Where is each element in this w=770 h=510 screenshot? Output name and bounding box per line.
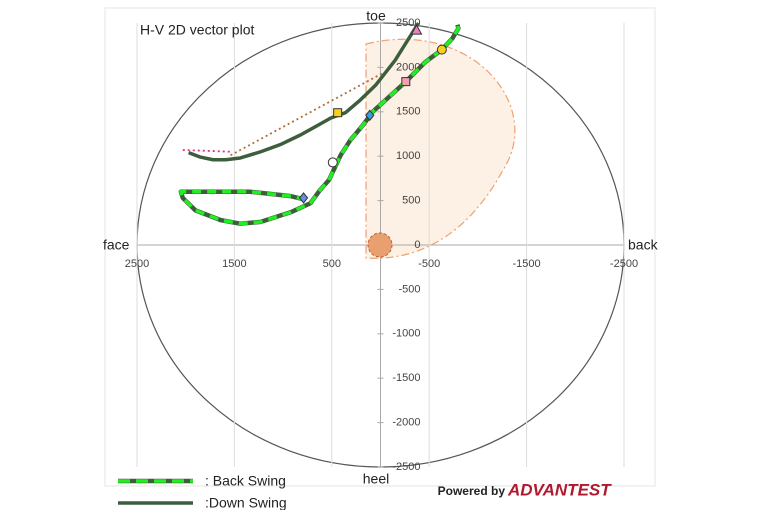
chart-title: H-V 2D vector plot [140, 22, 254, 38]
marker [327, 157, 338, 168]
grid: 2500 1500 500 -500 -1500 -2500250020001500100… [125, 17, 638, 473]
x-tick-label: -1500 [513, 258, 541, 270]
guide-line [230, 71, 384, 157]
x-tick-label: 2500 [125, 258, 149, 270]
heel-label: heel [363, 471, 389, 487]
y-tick-label: -2000 [392, 417, 420, 429]
marker [436, 44, 447, 55]
back-swing-line [179, 24, 461, 226]
x-tick-label: 1500 [222, 258, 246, 270]
x-tick-label: -500 [418, 258, 440, 270]
y-tick-label: -1500 [392, 372, 420, 384]
marker [365, 109, 375, 122]
address-zone [367, 232, 393, 258]
target-zone [365, 38, 516, 259]
legend-item: :Down Swing [118, 495, 287, 510]
brand: ADVANTEST [507, 480, 612, 499]
y-tick-label: 1500 [396, 106, 420, 118]
legend-label: :Down Swing [205, 495, 287, 510]
marker [401, 77, 411, 87]
plot-frame [104, 7, 656, 487]
y-tick-label: 500 [402, 195, 420, 207]
y-tick-label: -2500 [392, 461, 420, 473]
legend-item: : Back Swing [118, 473, 286, 489]
y-tick-label: 2500 [396, 17, 420, 29]
y-tick-label: -1000 [392, 328, 420, 340]
y-tick-label: 0 [414, 239, 420, 251]
guide-line [182, 149, 233, 153]
y-tick-label: 1000 [396, 150, 420, 162]
back-label: back [628, 237, 659, 253]
down-swing-line [188, 22, 420, 162]
marker [298, 192, 309, 204]
face-label: face [103, 237, 130, 253]
x-tick-label: -2500 [610, 258, 638, 270]
y-tick-label: -500 [398, 283, 420, 295]
legend-label: : Back Swing [205, 473, 286, 489]
x-tick-label: 500 [323, 258, 341, 270]
marker [410, 24, 423, 35]
marker [333, 108, 343, 118]
brand-prefix: Powered by [438, 484, 506, 498]
plot [178, 22, 461, 226]
toe-label: toe [366, 8, 386, 24]
